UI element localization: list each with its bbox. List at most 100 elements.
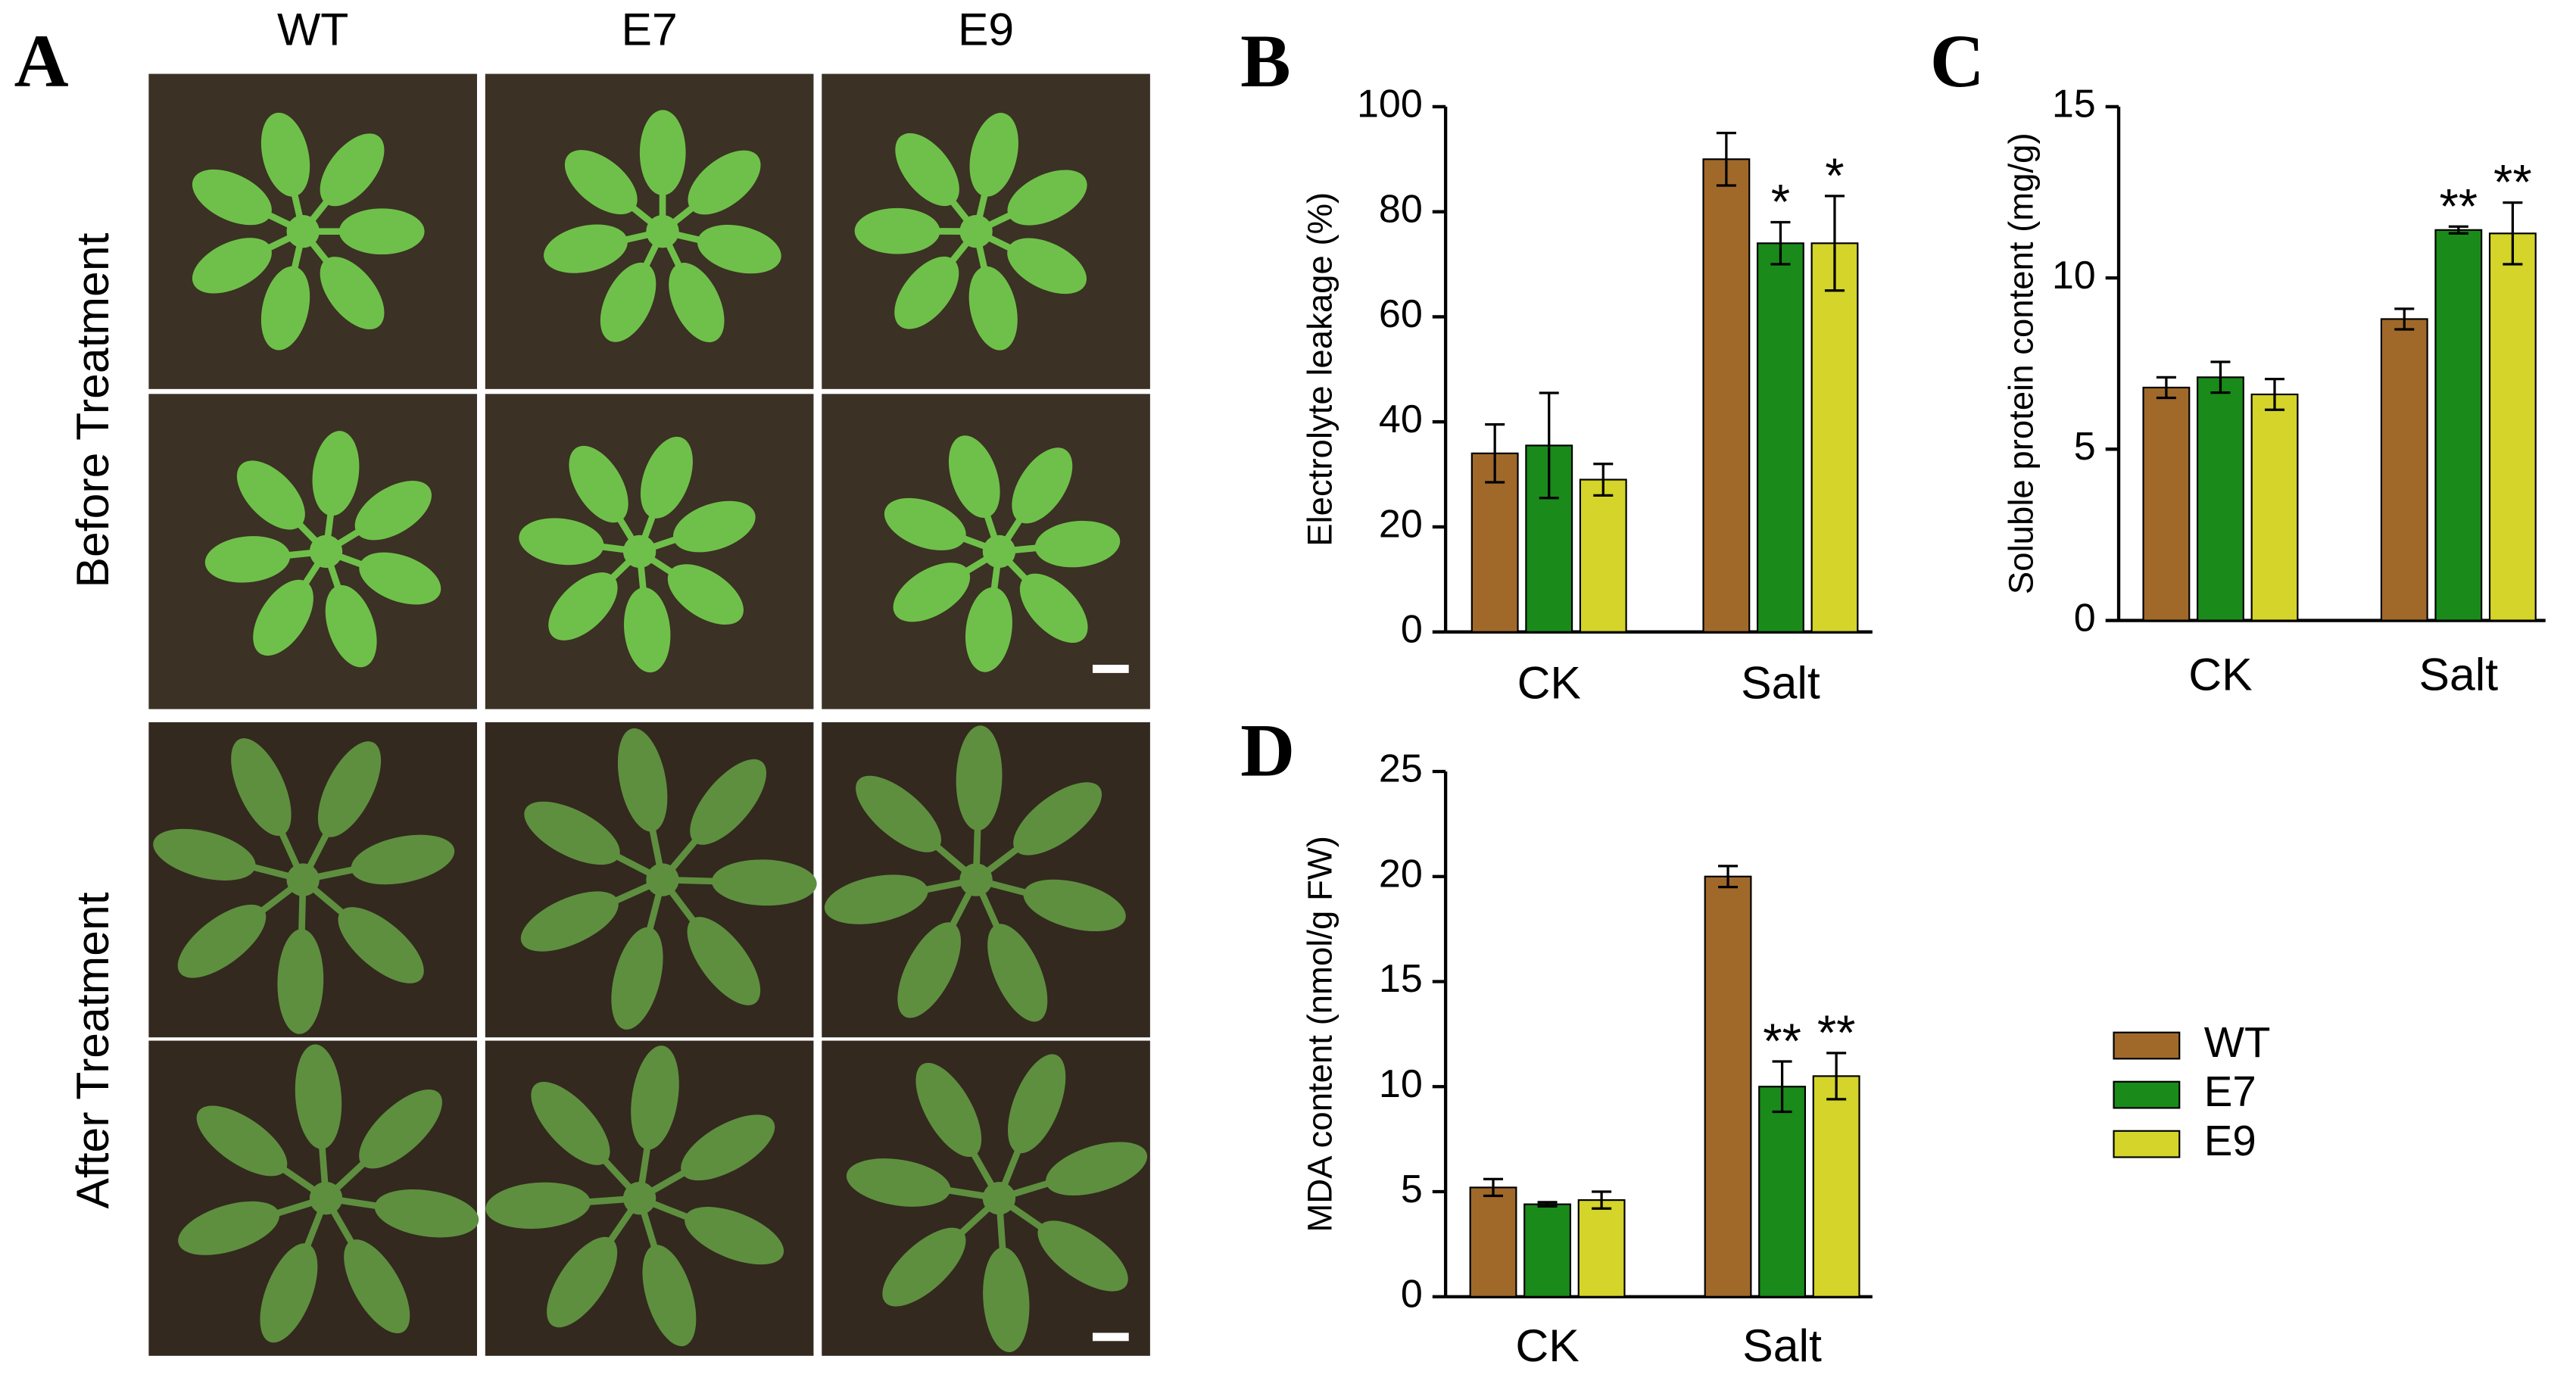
leaf bbox=[253, 579, 313, 656]
y-tick-label: 0 bbox=[2074, 596, 2096, 640]
rosette-center bbox=[982, 535, 1016, 569]
panel-letter: C bbox=[1930, 19, 1985, 103]
leaf bbox=[1023, 879, 1126, 932]
leaf bbox=[687, 917, 761, 1005]
legend-swatch bbox=[2113, 1080, 2181, 1109]
leaf bbox=[600, 262, 656, 342]
leaf bbox=[485, 1182, 591, 1230]
y-tick-label: 0 bbox=[1401, 607, 1423, 651]
leaf bbox=[824, 874, 928, 924]
leaf bbox=[359, 1089, 442, 1169]
leaf bbox=[669, 263, 725, 343]
leaf bbox=[893, 563, 971, 622]
leaf bbox=[338, 208, 425, 255]
y-tick-label: 5 bbox=[2074, 425, 2096, 469]
rosette-center bbox=[959, 215, 993, 248]
y-tick-label: 10 bbox=[1379, 1062, 1423, 1106]
leaf bbox=[956, 725, 1003, 831]
rosette-center bbox=[286, 215, 320, 248]
y-axis-label: MDA content (nmol/g FW) bbox=[1301, 836, 1339, 1233]
rosette-center bbox=[622, 1181, 656, 1215]
leaf bbox=[639, 110, 686, 195]
leaf bbox=[1013, 782, 1102, 856]
leaf bbox=[968, 266, 1018, 351]
row-label: After Treatment bbox=[67, 892, 118, 1208]
rosette-center bbox=[982, 1181, 1016, 1215]
leaf bbox=[351, 834, 455, 885]
significance-label: * bbox=[1771, 174, 1790, 229]
panel-letter: A bbox=[14, 19, 69, 103]
bar bbox=[1812, 1075, 1860, 1298]
bar bbox=[2380, 318, 2428, 622]
bar bbox=[1579, 478, 1627, 633]
panel-letter: B bbox=[1240, 19, 1291, 103]
y-tick-label: 60 bbox=[1379, 292, 1423, 336]
rosette-center bbox=[622, 535, 656, 569]
leaf bbox=[688, 150, 761, 215]
y-axis-label: Electrolyte leakage (%) bbox=[1301, 192, 1339, 547]
x-tick-label: CK bbox=[1517, 656, 1581, 708]
legend-swatch bbox=[2113, 1130, 2181, 1158]
leaf bbox=[519, 518, 604, 566]
leaf bbox=[624, 587, 671, 673]
leaf bbox=[987, 924, 1048, 1022]
leaf bbox=[969, 113, 1018, 197]
leaf bbox=[192, 169, 272, 226]
leaf bbox=[196, 1105, 288, 1177]
leaf bbox=[854, 207, 940, 254]
y-tick-label: 40 bbox=[1379, 397, 1423, 441]
leaf bbox=[690, 759, 767, 845]
bar bbox=[2488, 232, 2537, 622]
leaf bbox=[1007, 170, 1087, 226]
bar bbox=[2142, 386, 2191, 622]
significance-label: ** bbox=[1817, 1005, 1856, 1060]
y-axis-label: Soluble protein content (mg/g) bbox=[2001, 132, 2040, 594]
y-tick-label: 0 bbox=[1401, 1273, 1423, 1317]
y-tick-label: 5 bbox=[1401, 1167, 1423, 1211]
scale-bar bbox=[1093, 665, 1129, 673]
leaf bbox=[260, 1243, 318, 1343]
leaf bbox=[531, 1081, 610, 1165]
rosette-center bbox=[959, 863, 993, 896]
significance-label: ** bbox=[1763, 1013, 1801, 1068]
y-tick-label: 20 bbox=[1379, 503, 1423, 547]
leaf bbox=[204, 536, 291, 583]
leaf bbox=[631, 1046, 679, 1150]
bar bbox=[1704, 875, 1752, 1298]
leaf bbox=[915, 1062, 982, 1158]
leaf bbox=[983, 1247, 1030, 1353]
leaf bbox=[344, 1239, 410, 1334]
bar bbox=[1810, 242, 1859, 633]
y-tick-label: 80 bbox=[1379, 187, 1423, 231]
significance-label: * bbox=[1825, 148, 1844, 203]
leaf bbox=[884, 497, 966, 550]
rosette-center bbox=[309, 535, 343, 569]
bar bbox=[1756, 242, 1804, 633]
bar bbox=[2434, 229, 2483, 622]
leaf bbox=[317, 741, 382, 837]
leaf bbox=[667, 564, 744, 625]
leaf bbox=[894, 256, 959, 329]
leaf bbox=[895, 132, 959, 207]
significance-label: ** bbox=[2493, 154, 2532, 210]
x-tick-label: CK bbox=[2188, 648, 2252, 700]
leaf bbox=[338, 907, 424, 983]
bar bbox=[2197, 376, 2244, 622]
leaf bbox=[192, 238, 272, 294]
leaf bbox=[177, 904, 267, 978]
leaf bbox=[640, 436, 693, 519]
leaf bbox=[260, 112, 310, 197]
leaf bbox=[153, 828, 256, 881]
leaf bbox=[856, 775, 941, 852]
x-tick-label: Salt bbox=[1741, 656, 1820, 708]
rosette-center bbox=[646, 215, 679, 248]
rosette-center bbox=[646, 863, 679, 896]
row-label: Before Treatment bbox=[67, 232, 118, 588]
leaf bbox=[685, 1207, 784, 1265]
leaf bbox=[320, 257, 385, 330]
scale-bar bbox=[1093, 1332, 1129, 1342]
column-label: E9 bbox=[958, 3, 1014, 55]
y-tick-label: 25 bbox=[1379, 747, 1423, 791]
leaf bbox=[1046, 1142, 1148, 1196]
leaf bbox=[569, 445, 628, 523]
